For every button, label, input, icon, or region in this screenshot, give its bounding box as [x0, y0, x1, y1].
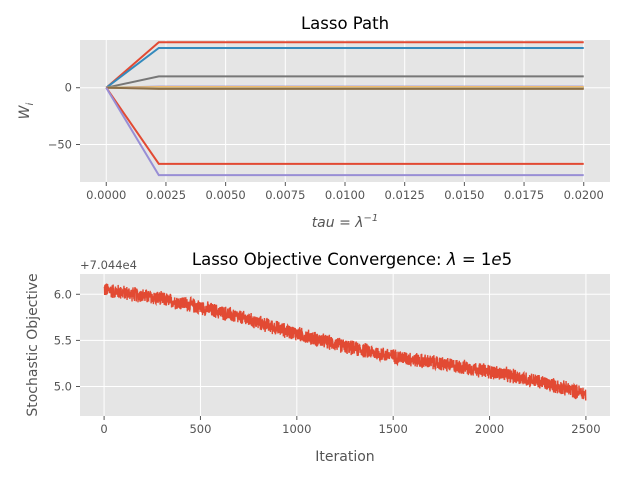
x-tick-label: 0.0100 — [325, 188, 365, 202]
x-tick-label: 500 — [189, 422, 211, 436]
y-tick-label: 5.5 — [54, 333, 72, 347]
x-tick-label: 0.0125 — [385, 188, 425, 202]
series-line-8 — [106, 88, 583, 89]
y-tick-label: 5.0 — [54, 379, 72, 393]
x-tick-label: 0.0150 — [444, 188, 484, 202]
y-axis-label-bottom: Stochastic Objective — [25, 273, 41, 416]
y-tick-label: 6.0 — [54, 287, 72, 301]
y-tick-label: −50 — [48, 138, 72, 152]
chart-title-top: Lasso Path — [301, 14, 389, 33]
x-tick-label: 0.0050 — [206, 188, 246, 202]
x-tick-label: 1000 — [282, 422, 311, 436]
x-tick-label: 1500 — [379, 422, 408, 436]
x-tick-label: 2000 — [475, 422, 504, 436]
x-tick-label: 2500 — [571, 422, 600, 436]
offset-text: +7.044e4 — [80, 258, 137, 272]
x-tick-label: 0.0000 — [86, 188, 126, 202]
chart-title-bottom: Lasso Objective Convergence: λ = 1e5 — [192, 250, 512, 269]
x-tick-label: 0.0025 — [146, 188, 186, 202]
x-tick-label: 0.0075 — [265, 188, 305, 202]
x-tick-label: 0.0175 — [504, 188, 544, 202]
x-axis-label-bottom: Iteration — [315, 449, 374, 465]
x-tick-label: 0 — [100, 422, 107, 436]
x-tick-label: 0.0200 — [564, 188, 604, 202]
y-tick-label: 0 — [65, 81, 72, 95]
